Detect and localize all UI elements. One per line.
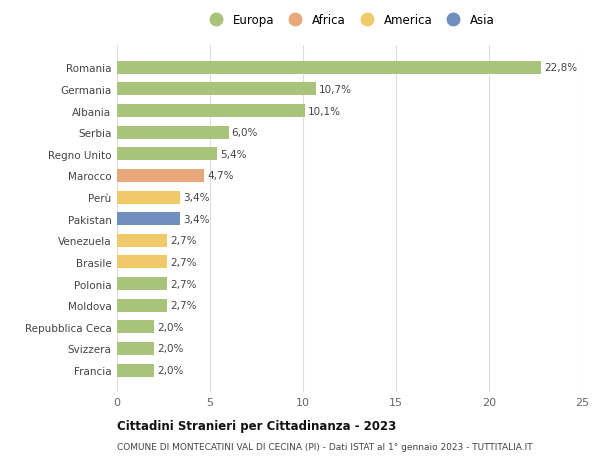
Text: 5,4%: 5,4% — [220, 150, 247, 159]
Bar — [117, 191, 180, 204]
Text: COMUNE DI MONTECATINI VAL DI CECINA (PI) - Dati ISTAT al 1° gennaio 2023 - TUTTI: COMUNE DI MONTECATINI VAL DI CECINA (PI)… — [117, 442, 533, 451]
Bar — [117, 148, 217, 161]
Text: 2,0%: 2,0% — [157, 322, 184, 332]
Text: 4,7%: 4,7% — [207, 171, 234, 181]
Text: Cittadini Stranieri per Cittadinanza - 2023: Cittadini Stranieri per Cittadinanza - 2… — [117, 420, 396, 432]
Bar — [117, 342, 154, 355]
Bar — [117, 83, 316, 96]
Legend: Europa, Africa, America, Asia: Europa, Africa, America, Asia — [202, 12, 497, 30]
Bar — [117, 169, 205, 183]
Text: 2,7%: 2,7% — [170, 301, 197, 310]
Bar — [117, 62, 541, 75]
Text: 2,0%: 2,0% — [157, 365, 184, 375]
Bar — [117, 364, 154, 377]
Text: 2,7%: 2,7% — [170, 236, 197, 246]
Bar — [117, 213, 180, 226]
Bar — [117, 320, 154, 334]
Text: 2,7%: 2,7% — [170, 279, 197, 289]
Bar — [117, 256, 167, 269]
Text: 3,4%: 3,4% — [183, 214, 209, 224]
Bar — [117, 126, 229, 140]
Text: 2,0%: 2,0% — [157, 344, 184, 353]
Text: 2,7%: 2,7% — [170, 257, 197, 267]
Bar — [117, 299, 167, 312]
Bar — [117, 277, 167, 291]
Text: 10,1%: 10,1% — [308, 106, 341, 116]
Bar — [117, 234, 167, 247]
Bar — [117, 105, 305, 118]
Text: 3,4%: 3,4% — [183, 193, 209, 202]
Text: 10,7%: 10,7% — [319, 85, 352, 95]
Text: 22,8%: 22,8% — [544, 63, 577, 73]
Text: 6,0%: 6,0% — [232, 128, 258, 138]
